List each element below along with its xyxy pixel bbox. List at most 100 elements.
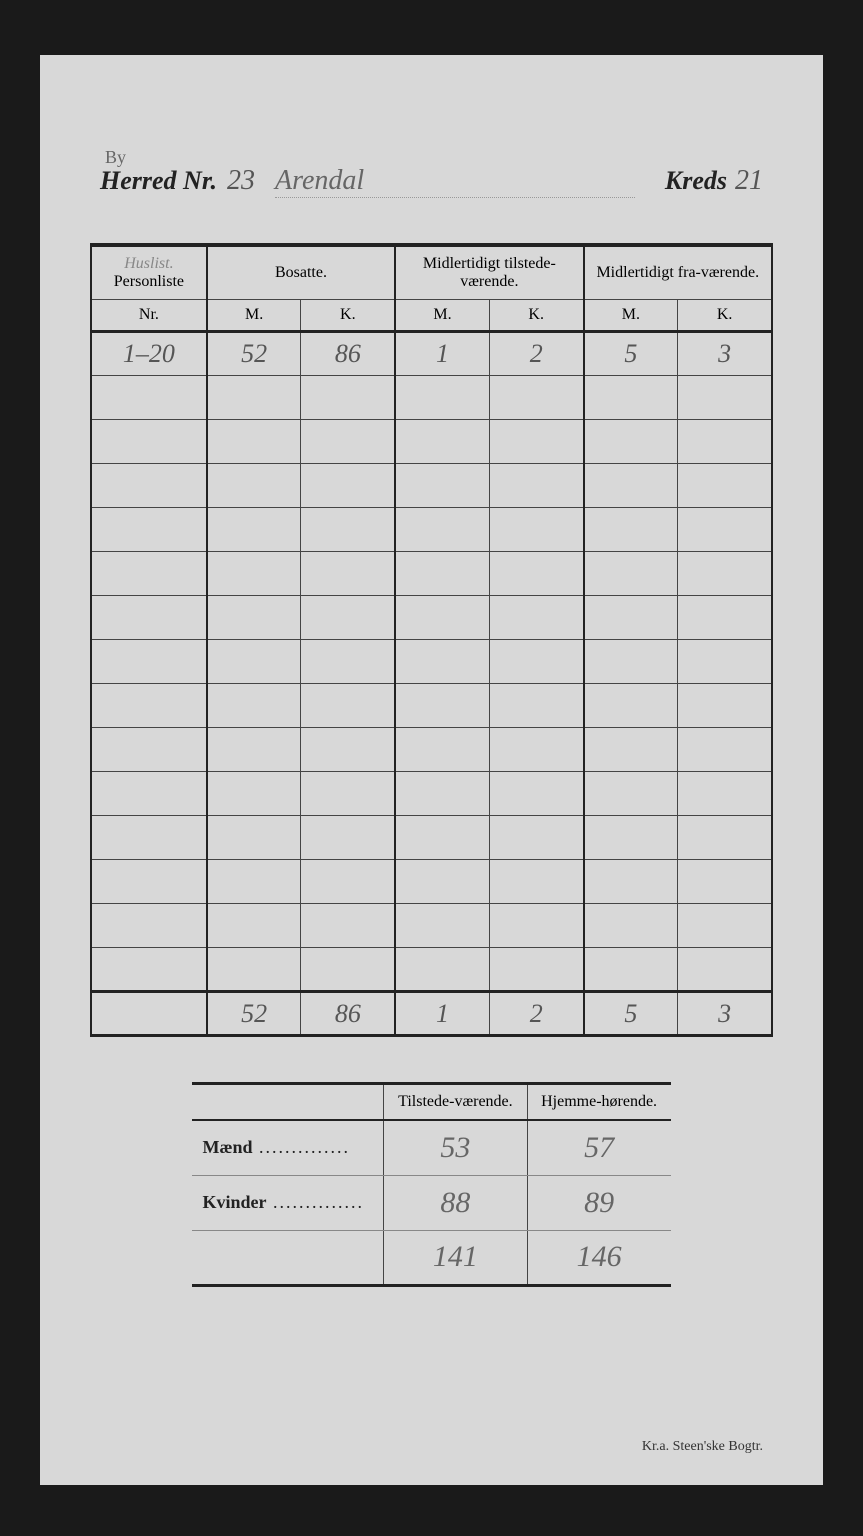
total-fk: 3 xyxy=(678,992,772,1036)
cell-tm: 1 xyxy=(395,332,489,376)
cell-bm xyxy=(207,772,301,816)
cell-nr: 1–20 xyxy=(91,332,207,376)
printer-footer: Kr.a. Steen'ske Bogtr. xyxy=(642,1439,763,1455)
cell-nr xyxy=(91,860,207,904)
cell-nr xyxy=(91,816,207,860)
kreds-number: 21 xyxy=(735,165,763,197)
cell-tm xyxy=(395,596,489,640)
cell-bk xyxy=(301,420,395,464)
cell-fm xyxy=(584,772,678,816)
cell-bm xyxy=(207,376,301,420)
table-row xyxy=(91,640,772,684)
cell-bm xyxy=(207,728,301,772)
cell-bk xyxy=(301,596,395,640)
herred-label: Herred Nr. xyxy=(100,166,217,196)
table-row xyxy=(91,772,772,816)
col-fravaerende: Midlertidigt fra-værende. xyxy=(584,245,772,300)
cell-bm xyxy=(207,508,301,552)
cell-tk xyxy=(489,420,583,464)
form-header: Herred Nr. 23 Arendal Kreds 21 xyxy=(90,165,773,198)
cell-fm xyxy=(584,376,678,420)
summary-row: Mænd5357 xyxy=(192,1120,670,1175)
cell-bm xyxy=(207,948,301,992)
table-row xyxy=(91,904,772,948)
table-row xyxy=(91,420,772,464)
cell-tm xyxy=(395,816,489,860)
cell-nr xyxy=(91,464,207,508)
cell-bm xyxy=(207,420,301,464)
cell-fm xyxy=(584,552,678,596)
cell-bm xyxy=(207,596,301,640)
cell-fk xyxy=(678,420,772,464)
cell-bm xyxy=(207,684,301,728)
cell-tm xyxy=(395,772,489,816)
col-bosatte: Bosatte. xyxy=(207,245,395,300)
cell-bm xyxy=(207,904,301,948)
total-fm: 5 xyxy=(584,992,678,1036)
main-census-table: Huslist. Personliste Bosatte. Midlertidi… xyxy=(90,243,773,1037)
cell-tm xyxy=(395,420,489,464)
cell-nr xyxy=(91,596,207,640)
cell-fk xyxy=(678,904,772,948)
cell-bk xyxy=(301,640,395,684)
cell-tk xyxy=(489,904,583,948)
cell-tm xyxy=(395,464,489,508)
table-row xyxy=(91,552,772,596)
summary-total-label xyxy=(192,1230,383,1285)
cell-tm xyxy=(395,376,489,420)
cell-bm xyxy=(207,464,301,508)
cell-fk xyxy=(678,596,772,640)
table-row xyxy=(91,816,772,860)
col-fravaerende-k: K. xyxy=(678,300,772,332)
cell-nr xyxy=(91,552,207,596)
cell-nr xyxy=(91,640,207,684)
cell-fm: 5 xyxy=(584,332,678,376)
cell-fm xyxy=(584,420,678,464)
cell-nr xyxy=(91,376,207,420)
cell-bm xyxy=(207,640,301,684)
summary-tilstede: 53 xyxy=(384,1120,527,1175)
cell-bk xyxy=(301,728,395,772)
table-row xyxy=(91,684,772,728)
cell-fm xyxy=(584,640,678,684)
cell-fm xyxy=(584,464,678,508)
summary-total-tilstede: 141 xyxy=(384,1230,527,1285)
total-tk: 2 xyxy=(489,992,583,1036)
cell-tm xyxy=(395,860,489,904)
cell-tk xyxy=(489,640,583,684)
summary-table-body: Mænd5357Kvinder8889141146 xyxy=(192,1120,670,1285)
cell-fk xyxy=(678,508,772,552)
cell-nr xyxy=(91,948,207,992)
cell-bk xyxy=(301,684,395,728)
cell-fk xyxy=(678,728,772,772)
summary-tilstede: 88 xyxy=(384,1175,527,1230)
col-bosatte-m: M. xyxy=(207,300,301,332)
cell-bm xyxy=(207,552,301,596)
cell-fm xyxy=(584,508,678,552)
cell-tm xyxy=(395,684,489,728)
summary-blank-header xyxy=(192,1084,383,1121)
summary-hjemme: 89 xyxy=(527,1175,670,1230)
table-row xyxy=(91,596,772,640)
cell-tk xyxy=(489,728,583,772)
cell-bm xyxy=(207,860,301,904)
cell-bk xyxy=(301,816,395,860)
cell-bk xyxy=(301,464,395,508)
cell-nr xyxy=(91,508,207,552)
cell-tm xyxy=(395,508,489,552)
cell-tk xyxy=(489,816,583,860)
summary-col-hjemme: Hjemme-hørende. xyxy=(527,1084,670,1121)
cell-nr xyxy=(91,728,207,772)
kreds-label: Kreds xyxy=(665,166,727,196)
col-nr: Nr. xyxy=(91,300,207,332)
cell-tm xyxy=(395,948,489,992)
cell-fm xyxy=(584,684,678,728)
cell-bk xyxy=(301,904,395,948)
cell-fm xyxy=(584,860,678,904)
census-form-page: By Herred Nr. 23 Arendal Kreds 21 Huslis… xyxy=(40,55,823,1485)
summary-label: Mænd xyxy=(192,1120,383,1175)
cell-fk xyxy=(678,860,772,904)
total-tm: 1 xyxy=(395,992,489,1036)
main-table-body: 1–205286125352861253 xyxy=(91,332,772,1036)
table-row xyxy=(91,728,772,772)
